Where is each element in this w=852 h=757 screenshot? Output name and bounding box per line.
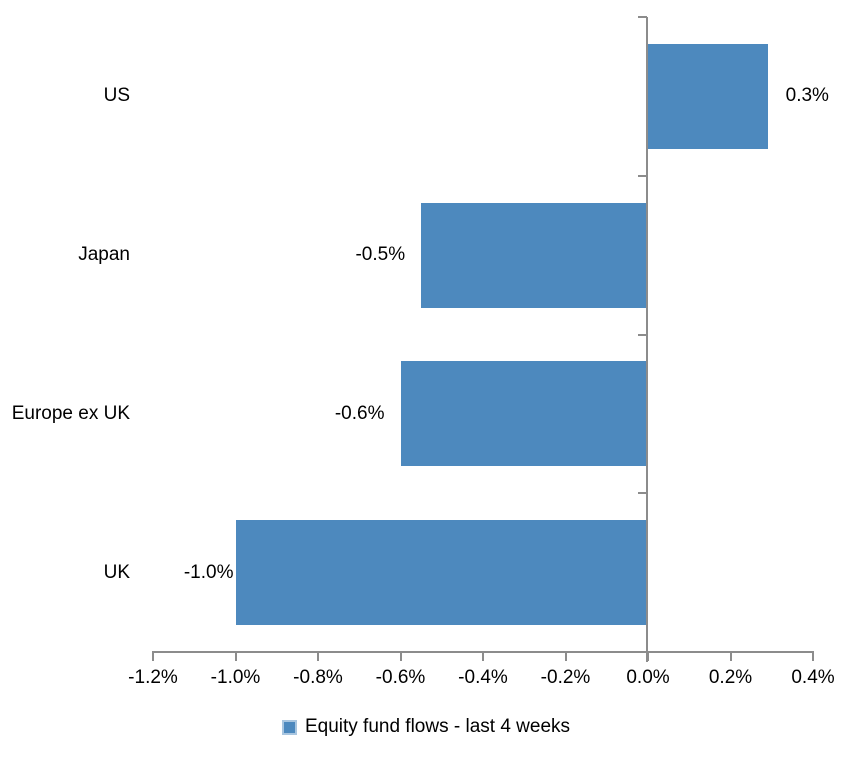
bar-uk [235, 520, 648, 626]
data-label: -1.0% [183, 561, 234, 583]
x-axis-tick [234, 651, 237, 661]
category-boundary-tick [638, 16, 647, 18]
x-tick-label: -0.6% [375, 667, 426, 688]
category-label: Europe ex UK [11, 402, 130, 424]
x-tick-label: 0.2% [708, 667, 753, 688]
category-label: US [103, 85, 130, 107]
data-label: 0.3% [785, 85, 829, 107]
zero-axis-line [646, 17, 648, 662]
x-tick-label: -0.2% [540, 667, 591, 688]
bar-japan [421, 202, 648, 308]
x-tick-label: -1.0% [210, 667, 261, 688]
legend-label: Equity fund flows - last 4 weeks [304, 716, 571, 737]
legend-marker-icon [281, 719, 297, 735]
x-axis-tick [729, 651, 732, 661]
x-tick-label: -1.2% [128, 667, 178, 688]
bar-europe-ex-uk [400, 361, 648, 467]
x-tick-label: -0.8% [293, 667, 343, 688]
x-tick-label: 0.0% [626, 667, 670, 688]
x-axis-tick [317, 651, 319, 661]
category-boundary-tick [638, 492, 647, 495]
x-axis-tick [399, 651, 402, 661]
x-axis-tick [482, 651, 484, 661]
x-axis-tick [812, 651, 814, 661]
data-label: -0.5% [355, 244, 406, 266]
x-tick-label: -0.4% [458, 667, 508, 688]
x-axis-tick [564, 651, 567, 661]
data-label: -0.6% [334, 402, 385, 424]
category-boundary-tick [638, 174, 647, 177]
category-label: UK [103, 561, 130, 583]
legend: Equity fund flows - last 4 weeks [0, 712, 852, 742]
x-axis-tick [152, 651, 154, 661]
category-boundary-tick [638, 333, 647, 336]
bar-us [648, 43, 768, 149]
x-tick-label: 0.4% [791, 667, 835, 688]
category-label: Japan [78, 244, 130, 266]
x-axis-tick [647, 651, 649, 661]
